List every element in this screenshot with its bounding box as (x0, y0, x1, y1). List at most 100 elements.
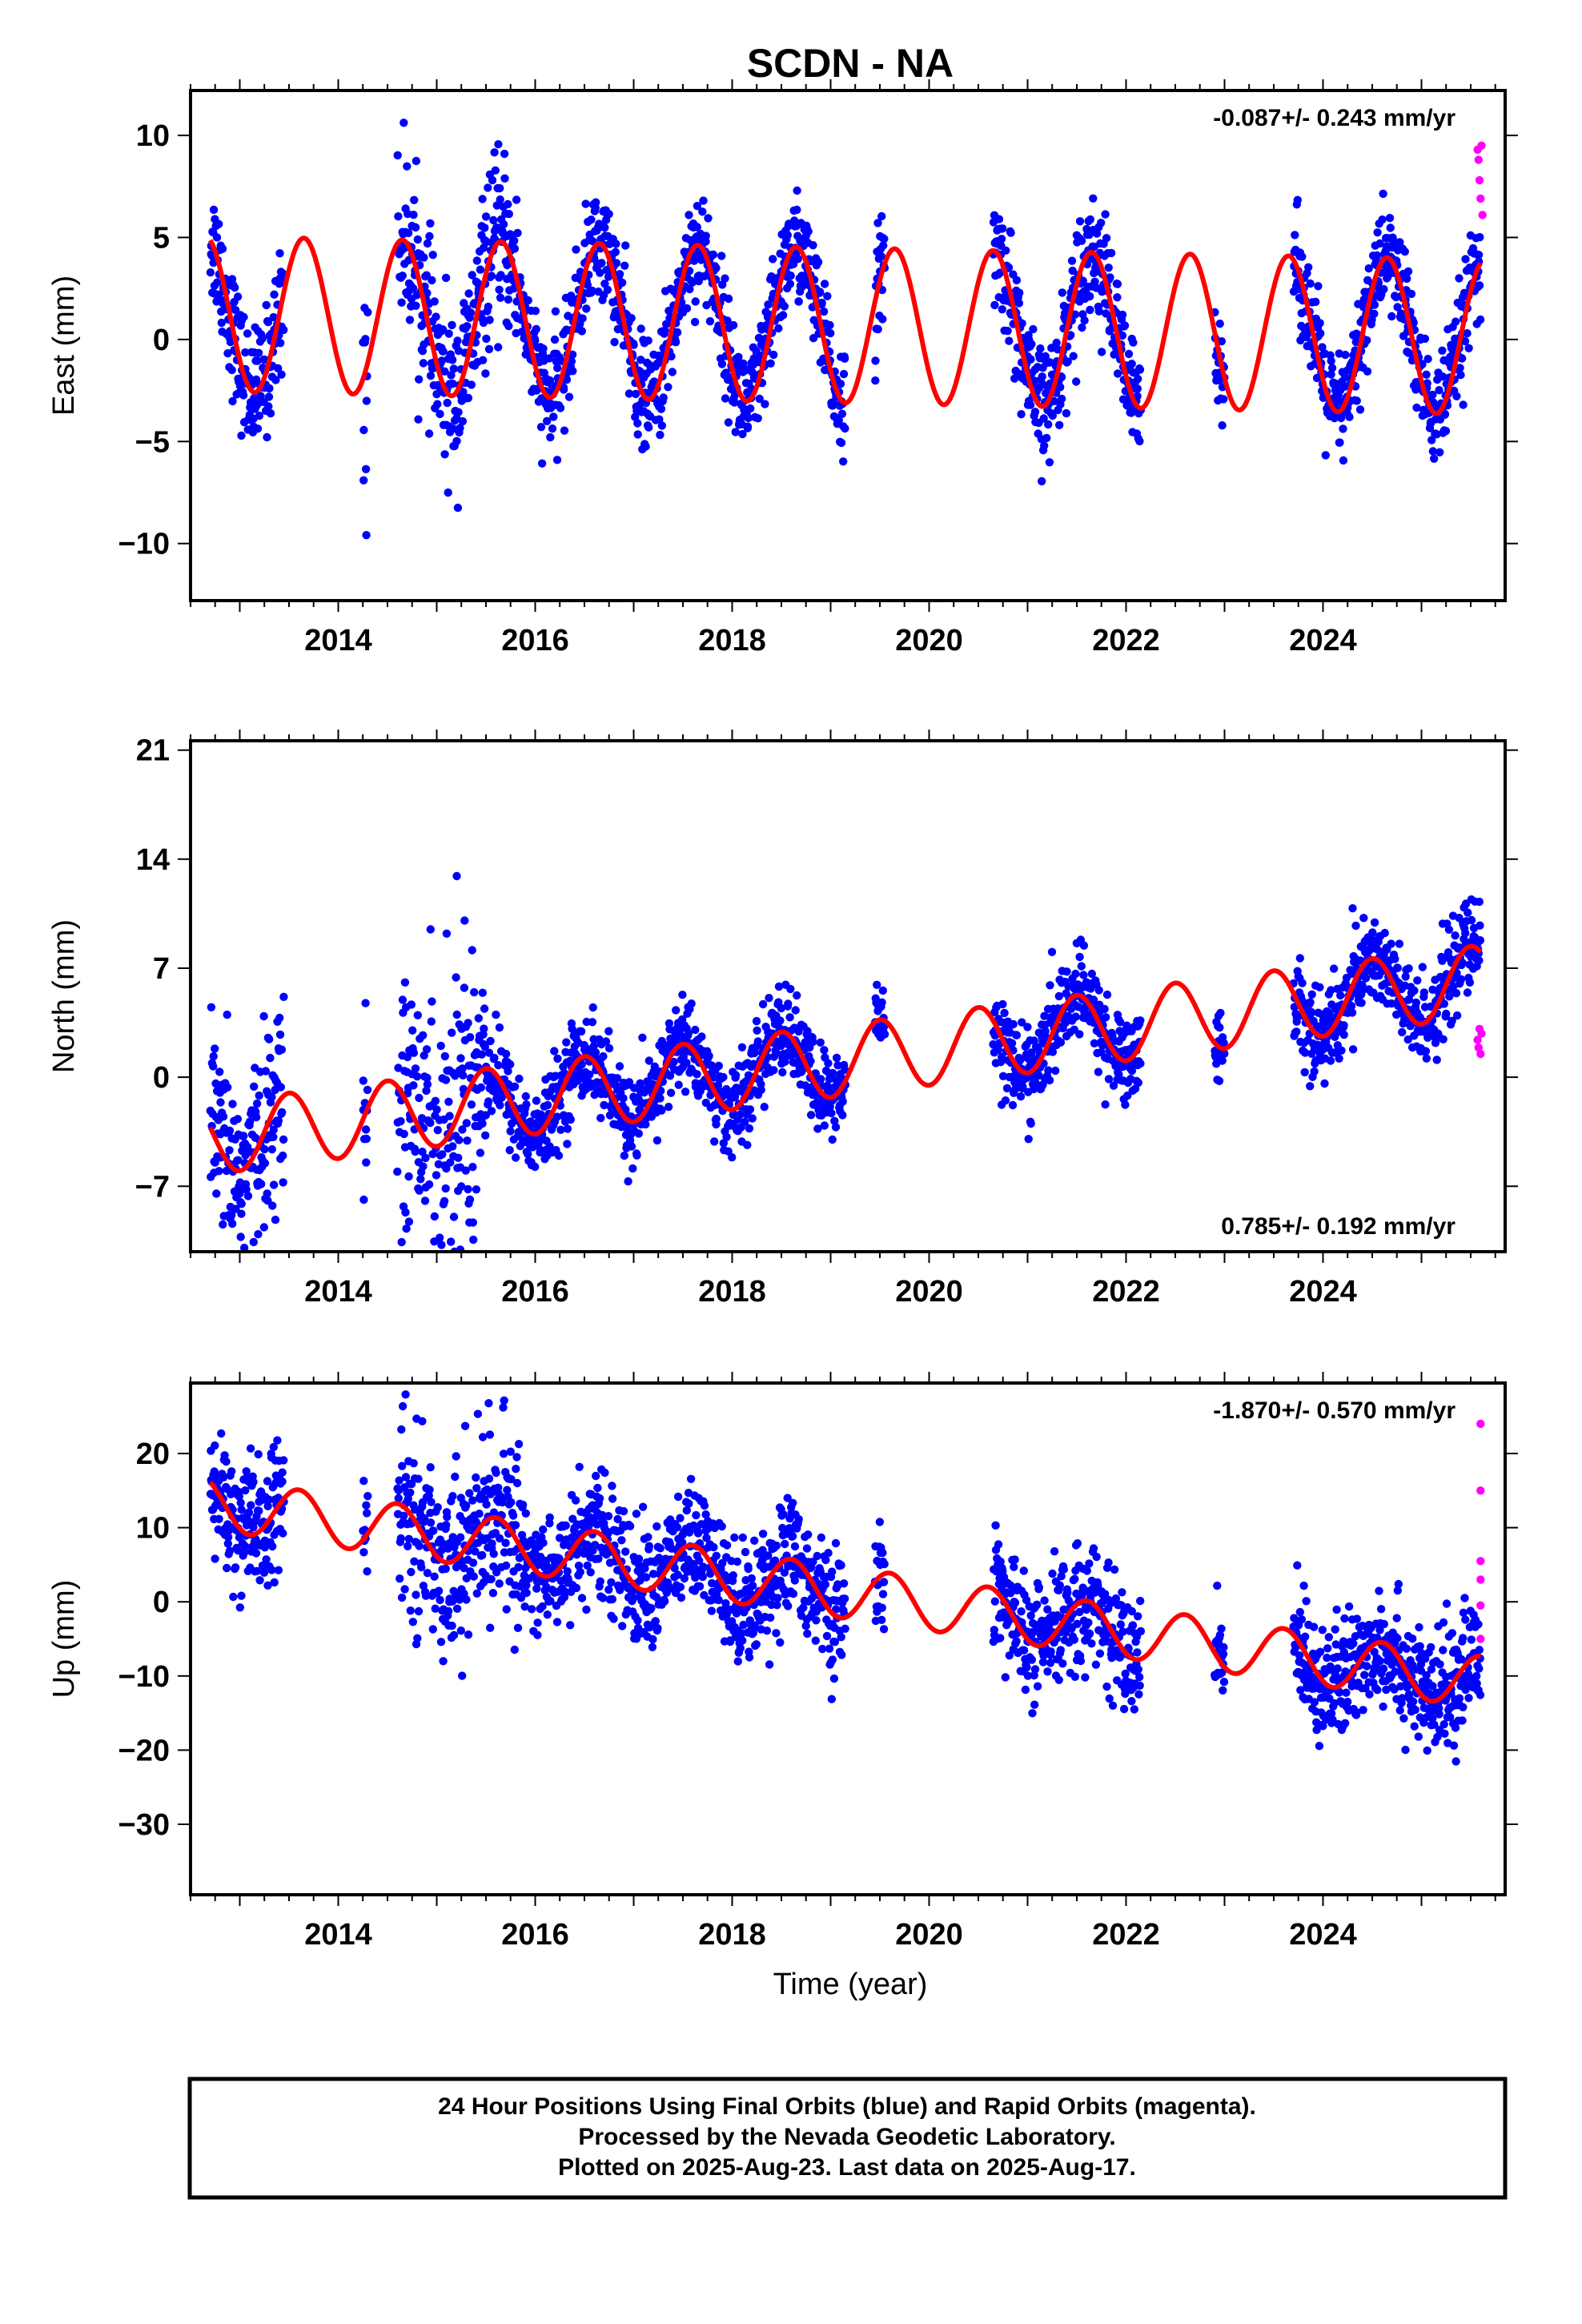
east-point (1435, 386, 1443, 395)
east-point (604, 210, 613, 219)
north-point (279, 1135, 288, 1144)
up-point (495, 1579, 504, 1588)
north-point (621, 1105, 630, 1114)
north-point (436, 1041, 445, 1051)
north-point (521, 1092, 530, 1101)
east-point (671, 338, 681, 347)
north-point (832, 1053, 841, 1063)
north-point (1306, 1082, 1315, 1091)
north-point (464, 1019, 472, 1027)
up-point (396, 1534, 405, 1543)
north-point (880, 1030, 889, 1039)
east-point (1293, 195, 1303, 204)
east-point (1441, 427, 1451, 436)
east-point (531, 307, 540, 316)
north-point (697, 1032, 706, 1041)
up-point (434, 1586, 444, 1595)
north-point (664, 1103, 673, 1112)
north-point (484, 1097, 493, 1106)
east-point (1086, 292, 1094, 301)
east-point (699, 196, 708, 205)
north-point (753, 1037, 762, 1046)
east-point (263, 318, 273, 327)
north-point (481, 1131, 490, 1140)
up-point (398, 1401, 408, 1411)
north-point (426, 925, 435, 934)
north-point (458, 1064, 467, 1073)
east-point (1403, 274, 1411, 283)
east-point (264, 402, 273, 411)
east-point (463, 322, 472, 331)
east-point (484, 302, 493, 312)
north-point (445, 1112, 454, 1120)
east-point (408, 283, 418, 293)
north-point (644, 1056, 653, 1065)
north-point (418, 1148, 427, 1156)
north-point (536, 1145, 545, 1155)
east-point (766, 359, 775, 368)
east-point (413, 235, 422, 244)
east-rapid-point (1476, 194, 1485, 203)
north-point (1347, 1008, 1357, 1017)
east-x-axis: 2014 2016 2018 2020 2022 2024 (190, 79, 1496, 657)
north-point (419, 1162, 428, 1171)
east-point (420, 253, 428, 262)
north-point (359, 1076, 367, 1085)
east-point (265, 384, 274, 393)
east-point (873, 219, 882, 227)
north-point (681, 1088, 690, 1096)
north-point (828, 1068, 837, 1078)
north-y-tick-label: 14 (136, 843, 170, 877)
east-point (615, 270, 624, 279)
north-point (1012, 1031, 1022, 1039)
up-point (468, 1558, 478, 1567)
east-point (539, 344, 548, 353)
east-point (659, 393, 668, 402)
north-point (878, 986, 888, 995)
up-point (439, 1657, 448, 1666)
east-point (878, 315, 887, 324)
east-point (423, 239, 432, 248)
east-point (1432, 430, 1441, 439)
north-point (279, 992, 288, 1002)
east-point (459, 388, 468, 396)
east-point (1218, 421, 1227, 430)
east-point (631, 389, 640, 399)
east-point (1003, 327, 1012, 336)
east-point (817, 299, 826, 308)
east-point (1052, 338, 1061, 348)
north-point (486, 1036, 495, 1046)
north-point (1051, 1066, 1060, 1076)
east-point (1057, 394, 1066, 404)
up-point (359, 1477, 368, 1486)
up-point (417, 1562, 426, 1572)
east-point (531, 336, 540, 345)
east-point (587, 215, 596, 224)
north-point (840, 1065, 849, 1075)
east-point (731, 428, 740, 436)
north-point (1398, 1027, 1407, 1037)
up-point (512, 1453, 521, 1462)
up-point (246, 1444, 255, 1453)
north-point (998, 999, 1007, 1009)
north-point (398, 995, 408, 1004)
east-point (877, 251, 885, 261)
north-point (464, 1184, 472, 1194)
north-point (484, 1048, 494, 1057)
east-point (489, 215, 498, 225)
east-point (441, 273, 451, 283)
east-point (644, 336, 652, 345)
up-point (363, 1492, 372, 1501)
north-point (1220, 1049, 1229, 1058)
east-point (1372, 251, 1382, 260)
figure-title: SCDN - NA (747, 41, 954, 86)
east-point (424, 429, 434, 438)
east-point (543, 416, 552, 425)
east-point (397, 298, 406, 307)
east-point (499, 219, 508, 229)
east-point (1104, 263, 1113, 272)
east-point (559, 385, 568, 394)
east-point (362, 396, 371, 405)
north-point (820, 1046, 829, 1055)
north-point (511, 1153, 520, 1162)
